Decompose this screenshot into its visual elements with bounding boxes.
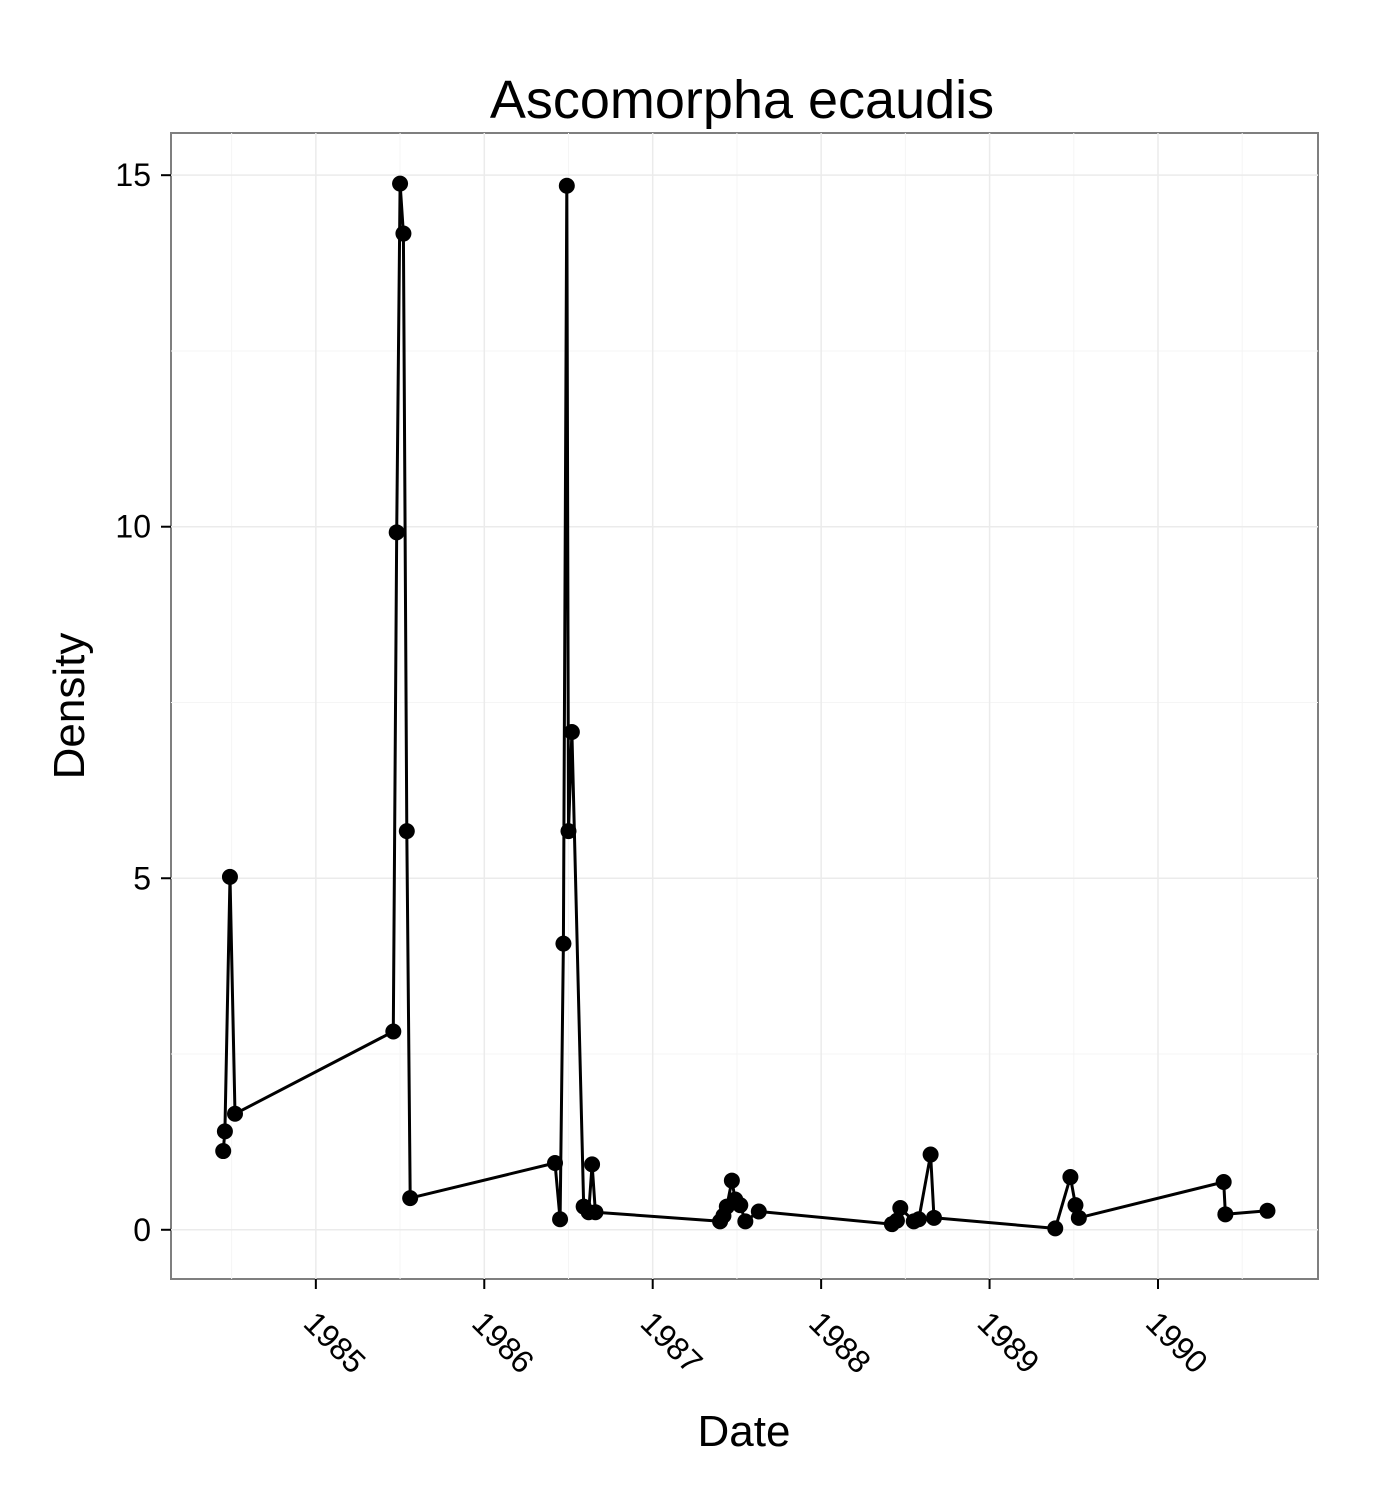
x-tick-label: 1990 [1139, 1304, 1215, 1380]
data-point [892, 1199, 909, 1216]
data-point [888, 1212, 905, 1229]
data-point [555, 935, 572, 952]
data-point [925, 1209, 942, 1226]
data-point [732, 1197, 749, 1214]
y-tick-label: 10 [115, 509, 151, 545]
data-point [547, 1154, 564, 1171]
y-tick-label: 0 [133, 1212, 151, 1248]
data-point [395, 225, 412, 242]
data-point [910, 1211, 927, 1228]
x-axis-label: Date [698, 1407, 791, 1456]
data-point [221, 868, 238, 885]
data-point [392, 175, 409, 192]
data-point [385, 1023, 402, 1040]
data-point [227, 1105, 244, 1122]
data-point [1215, 1173, 1232, 1190]
data-point [1217, 1206, 1234, 1223]
data-point [398, 823, 415, 840]
data-point [922, 1146, 939, 1163]
data-point [1067, 1197, 1084, 1214]
x-tick-label: 1987 [634, 1304, 710, 1380]
data-point [215, 1143, 232, 1160]
data-point [1062, 1169, 1079, 1186]
data-point [1070, 1209, 1087, 1226]
y-tick-label: 5 [133, 860, 151, 896]
y-tick-label: 15 [115, 157, 151, 193]
data-point [584, 1156, 601, 1173]
data-point [1259, 1202, 1276, 1219]
data-point [560, 823, 577, 840]
data-point [402, 1190, 419, 1207]
data-point [750, 1203, 767, 1220]
x-tick-label: 1989 [971, 1304, 1047, 1380]
x-tick-label: 1986 [465, 1304, 541, 1380]
x-tick-label: 1988 [802, 1304, 878, 1380]
gridlines [171, 133, 1318, 1279]
data-point [216, 1123, 233, 1140]
x-tick-label: 1985 [297, 1304, 373, 1380]
y-axis-label: Density [45, 633, 94, 780]
plot-panel [170, 132, 1319, 1280]
data-point [587, 1204, 604, 1221]
data-point [1047, 1220, 1064, 1237]
chart-title: Ascomorpha ecaudis [490, 70, 994, 130]
data-series [215, 175, 1276, 1237]
data-point [552, 1211, 569, 1228]
data-point [558, 177, 575, 194]
data-point [737, 1213, 754, 1230]
data-point [723, 1172, 740, 1189]
data-point [388, 524, 405, 541]
data-point [563, 724, 580, 741]
